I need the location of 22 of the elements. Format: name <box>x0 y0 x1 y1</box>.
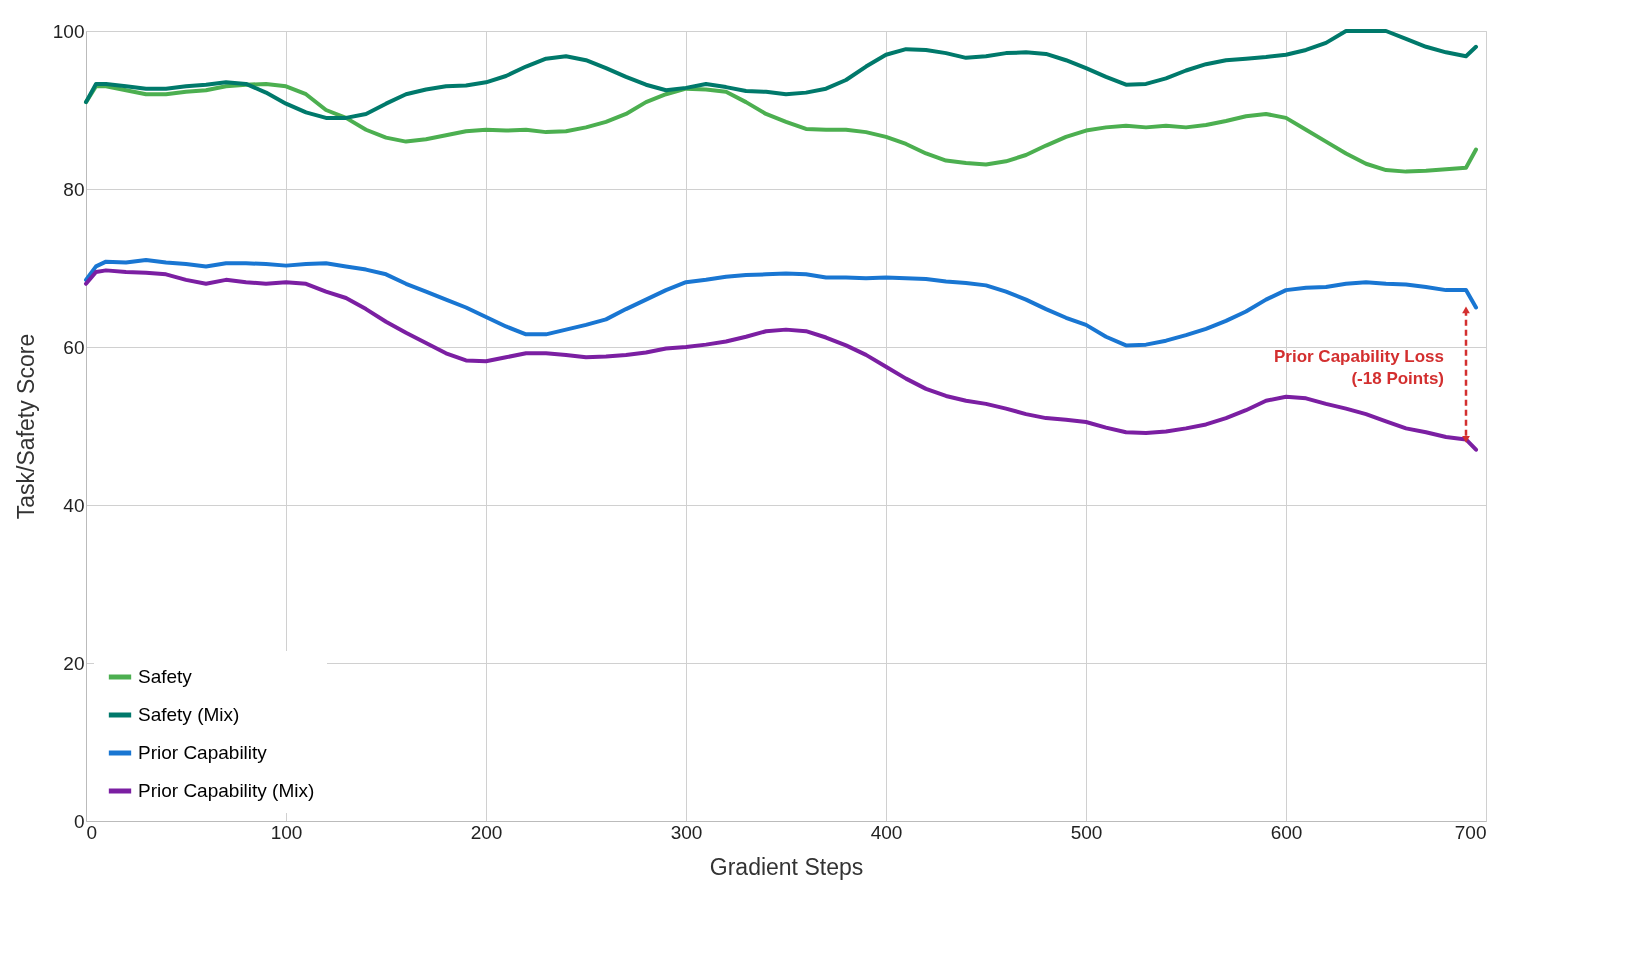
line-series <box>84 258 1478 348</box>
x-axis-title: Gradient Steps <box>709 853 864 880</box>
x-tick-label: 700 <box>1454 821 1487 843</box>
x-tick-label: 300 <box>670 821 703 843</box>
x-tick-label: 500 <box>1070 821 1103 843</box>
legend-label: Prior Capability <box>138 742 268 763</box>
line-series <box>84 29 1478 120</box>
x-tick-label: 600 <box>1270 821 1303 843</box>
x-tick-label: 400 <box>870 821 903 843</box>
y-tick-label: 60 <box>63 336 85 358</box>
y-tick-label: 80 <box>63 178 85 200</box>
x-tick-label: 200 <box>470 821 503 843</box>
y-axis-title: Task/Safety Score <box>12 333 39 520</box>
legend-label: Safety (Mix) <box>138 704 240 725</box>
legend-label: Safety <box>138 666 193 687</box>
y-tick-label: 20 <box>63 652 85 674</box>
legend-label: Prior Capability (Mix) <box>138 780 315 801</box>
line-series <box>84 268 1478 452</box>
x-tick-label: 100 <box>270 821 303 843</box>
y-tick-label: 40 <box>63 494 85 516</box>
y-tick-label: 100 <box>52 20 85 42</box>
annotation: Prior Capability Loss (-18 Points) <box>1273 346 1444 388</box>
